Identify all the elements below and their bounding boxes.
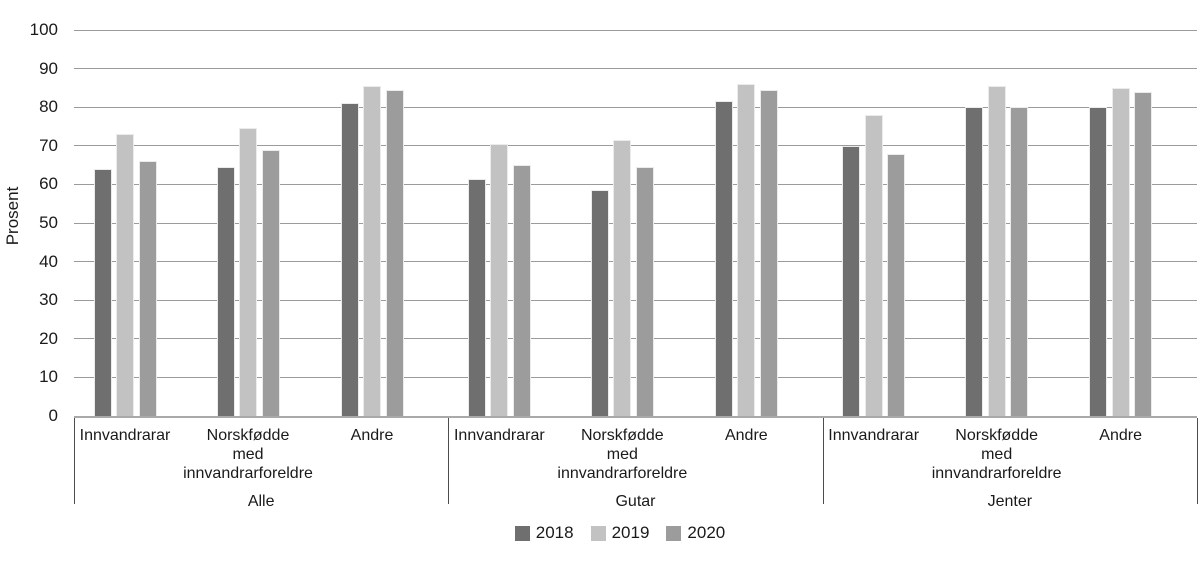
y-tick-label: 40 — [39, 251, 58, 271]
category-label-line: innvandrarforeldre — [183, 465, 313, 482]
gridline — [74, 222, 1197, 224]
bar-2019-alle-3 — [363, 85, 381, 416]
bar-2018-alle-3 — [340, 103, 359, 416]
y-tick-label: 10 — [39, 367, 58, 387]
category-label-line: innvandrarforeldre — [931, 465, 1062, 482]
bar-2019-alle-1 — [116, 134, 134, 416]
bar-2019-gutar-3 — [737, 84, 756, 416]
legend-item-2018: 2018 — [514, 523, 574, 543]
bar-2019-gutar-2 — [613, 140, 632, 416]
bar-2019-alle-2 — [239, 128, 257, 416]
category-label-line: med — [232, 446, 264, 463]
group-separator-line — [74, 418, 75, 504]
gridline — [74, 106, 1197, 108]
bar-2020-gutar-2 — [635, 167, 654, 416]
gridline — [74, 338, 1197, 340]
y-tick-label: 0 — [48, 406, 58, 425]
category-label-line: Andre — [724, 427, 768, 444]
bar-2018-jenter-2 — [965, 107, 984, 416]
bar-2018-gutar-1 — [467, 178, 486, 416]
group-label-alle: Alle — [247, 493, 275, 510]
bar-2019-jenter-1 — [864, 114, 883, 416]
y-tick-label: 50 — [39, 213, 58, 232]
gridline — [74, 183, 1197, 185]
bar-2019-jenter-2 — [987, 85, 1006, 416]
category-label-line: Innvandrarar — [79, 427, 171, 444]
category-label: Norskfødde med innvandrarforeldre — [128, 426, 368, 483]
y-tick-label: 90 — [39, 58, 58, 78]
category-label-line: med — [606, 446, 638, 463]
bar-2020-jenter-3 — [1134, 91, 1153, 416]
category-label: Andre — [252, 426, 492, 445]
y-tick-label: 80 — [39, 97, 58, 117]
legend: 2018 2019 2020 — [0, 523, 1200, 543]
bar-2019-jenter-3 — [1111, 87, 1130, 416]
category-label-line: innvandrarforeldre — [557, 465, 688, 482]
category-label: Innvandrarar — [754, 426, 994, 445]
y-tick-label: 60 — [39, 174, 58, 194]
category-label-line: Norskfødde — [206, 427, 290, 444]
gridline — [74, 261, 1197, 263]
bar-2020-jenter-2 — [1010, 107, 1029, 416]
category-label: Andre — [626, 426, 866, 445]
y-tick-label: 30 — [39, 290, 58, 310]
group-separator-line — [448, 418, 450, 504]
y-tick-label: 20 — [39, 328, 58, 348]
category-label-line: Innvandrarar — [453, 427, 545, 444]
legend-swatch-2019 — [590, 525, 606, 541]
bar-2018-gutar-3 — [714, 101, 733, 416]
category-label: Andre — [1001, 426, 1200, 445]
group-separator-line — [1197, 418, 1198, 504]
legend-item-2019: 2019 — [590, 523, 650, 543]
bar-2020-gutar-1 — [512, 165, 531, 416]
bar-2020-alle-1 — [138, 161, 157, 416]
category-label-line: Innvandrarar — [828, 427, 920, 444]
plot-area — [74, 29, 1197, 417]
group-separator-line — [822, 418, 824, 504]
category-label: Innvandrarar — [379, 426, 619, 445]
legend-item-2020: 2020 — [666, 523, 725, 543]
y-tick-label: 100 — [29, 20, 58, 39]
bar-2018-jenter-1 — [842, 145, 861, 416]
group-label-gutar: Gutar — [615, 493, 656, 510]
group-label-jenter: Jenter — [987, 493, 1033, 510]
bar-2020-alle-3 — [385, 89, 404, 416]
gridline — [74, 299, 1197, 301]
gridline — [74, 29, 1197, 31]
bar-2018-jenter-3 — [1089, 107, 1108, 416]
bar-2020-jenter-1 — [887, 153, 906, 416]
category-label: Innvandrarar — [5, 426, 245, 445]
bar-2018-gutar-2 — [590, 190, 609, 416]
x-axis-line — [74, 416, 1197, 418]
category-label-line: Andre — [350, 427, 394, 444]
category-label: Norskfødde med innvandrarforeldre — [877, 426, 1117, 483]
category-label-line: Andre — [1099, 427, 1142, 444]
category-label-line: med — [981, 446, 1013, 463]
legend-swatch-2020 — [666, 525, 682, 541]
bar-2020-alle-2 — [261, 149, 280, 416]
gridline — [74, 145, 1197, 147]
y-tick-label: 70 — [39, 135, 58, 155]
bar-2020-gutar-3 — [759, 89, 778, 416]
category-label-line: Norskfødde — [580, 427, 664, 444]
gridline — [74, 376, 1197, 378]
bar-2018-alle-2 — [216, 167, 235, 416]
legend-label-2018: 2018 — [535, 523, 574, 542]
legend-label-2020: 2020 — [687, 523, 726, 542]
legend-swatch-2018 — [514, 525, 530, 541]
category-label: Norskfødde med innvandrarforeldre — [502, 426, 742, 483]
legend-label-2019: 2019 — [611, 523, 650, 542]
category-label-line: Norskfødde — [955, 427, 1038, 444]
bar-2019-gutar-1 — [490, 143, 509, 416]
bar-2018-alle-1 — [93, 168, 112, 416]
gridline — [74, 68, 1197, 70]
